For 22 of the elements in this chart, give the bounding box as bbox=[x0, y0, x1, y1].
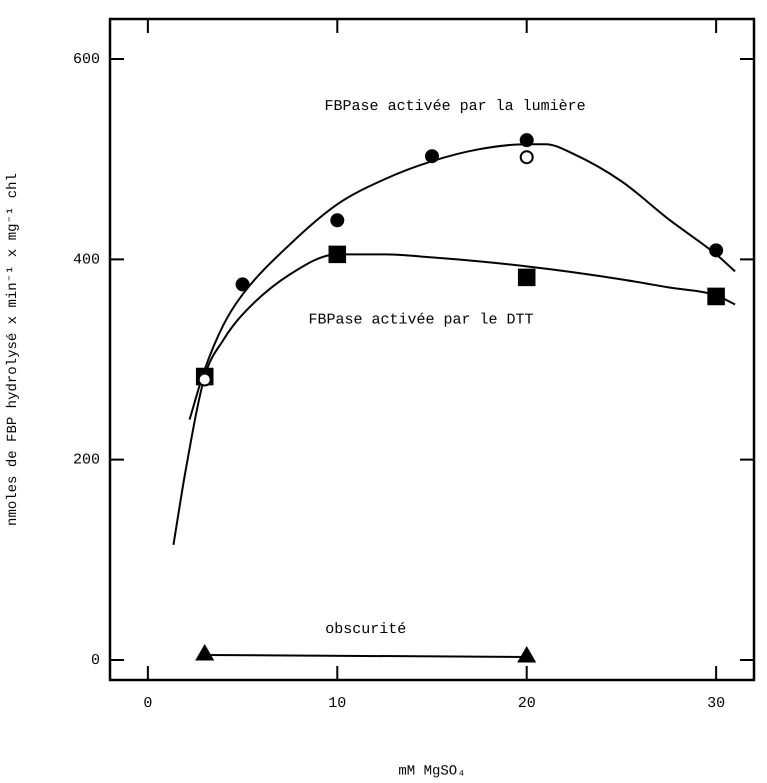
x-tick-label: 30 bbox=[707, 694, 726, 712]
point bbox=[425, 149, 439, 164]
point bbox=[236, 277, 250, 292]
y-tick-label: 400 bbox=[72, 251, 100, 268]
x-tick-label: 20 bbox=[518, 694, 536, 712]
y-tick-label: 0 bbox=[90, 652, 100, 669]
y-tick-label: 600 bbox=[72, 51, 100, 68]
x-axis-title: mM MgSO₄ bbox=[398, 763, 466, 780]
series-label: obscurité bbox=[325, 620, 406, 638]
point bbox=[328, 246, 346, 264]
y-axis-title: nmoles de FBP hydrolysé x min⁻¹ x mg⁻¹ chl bbox=[5, 173, 22, 526]
text: FBPase activée par la lumière bbox=[324, 98, 586, 116]
x-tick-label: 0 bbox=[143, 694, 152, 712]
y-tick-label: 200 bbox=[72, 452, 100, 469]
point bbox=[330, 213, 344, 228]
text: FBPase activée par le DTT bbox=[308, 311, 534, 328]
point bbox=[518, 268, 536, 286]
point bbox=[520, 133, 534, 148]
point bbox=[709, 243, 724, 258]
point bbox=[520, 150, 534, 164]
x-tick-label: 10 bbox=[328, 694, 346, 712]
point bbox=[707, 288, 725, 306]
